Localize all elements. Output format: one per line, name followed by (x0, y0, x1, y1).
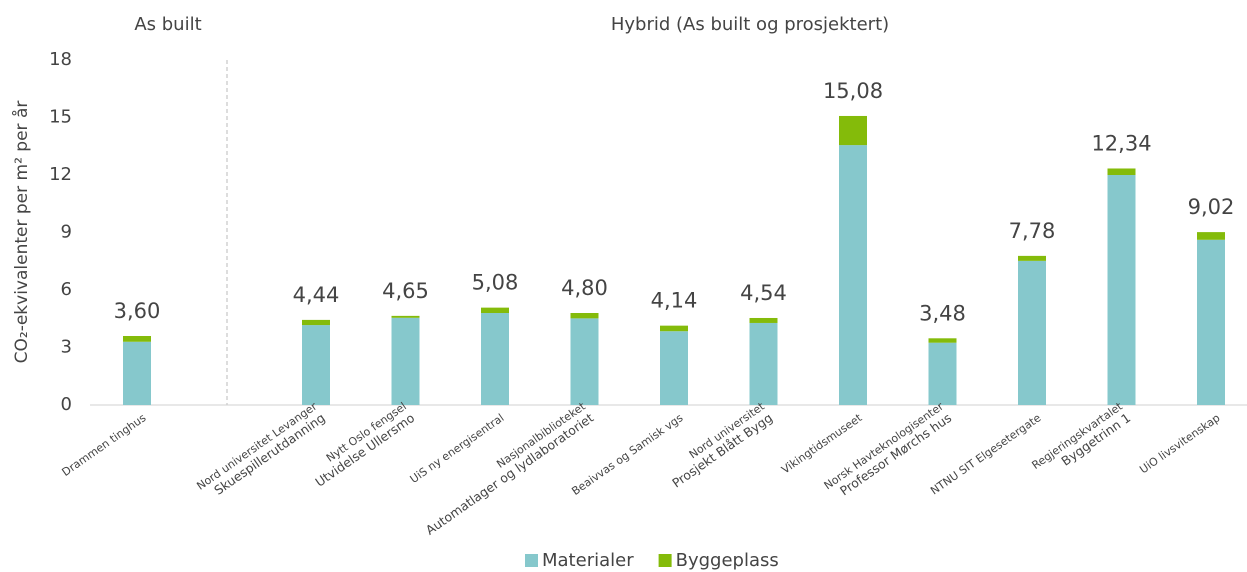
bar-segment (391, 317, 420, 405)
x-tick-line: Automatlager og lydlaboratoriet (423, 410, 597, 538)
bar-segment (123, 336, 151, 342)
legend-swatch (525, 554, 538, 567)
bar-segment (928, 338, 957, 343)
bar-segment (928, 342, 957, 405)
y-tick-label: 9 (61, 222, 72, 243)
group-label: As built (134, 14, 201, 35)
x-tick-label: UiO livsvitenskap (1137, 411, 1222, 476)
data-label: 4,14 (651, 289, 698, 313)
data-label: 4,44 (293, 283, 340, 307)
data-label: 7,78 (1009, 219, 1056, 243)
bar-segment (123, 341, 151, 405)
legend-swatch (658, 554, 672, 567)
y-tick-label: 0 (61, 394, 72, 415)
x-tick-line: UiS ny energisentral (408, 411, 507, 486)
data-label: 4,54 (740, 281, 787, 305)
bar-segment (302, 319, 330, 326)
x-tick-label: Nord universitet LevangerSkuespillerutda… (194, 400, 327, 498)
y-tick-label: 18 (49, 49, 72, 70)
bar-segment (749, 317, 778, 323)
bar-segment (660, 325, 688, 332)
data-label: 5,08 (472, 271, 519, 295)
legend-label: Byggeplass (676, 550, 779, 571)
group-label: Hybrid (As built og prosjektert) (611, 14, 889, 35)
bar-segment (481, 313, 509, 405)
y-axis-title: CO₂-ekvivalenter per m² per år (11, 101, 32, 364)
bar-segment (1107, 175, 1136, 405)
bar-segment (1018, 260, 1046, 405)
x-tick-line: Norsk Havteknologisenter (822, 400, 947, 493)
x-tick-line: Utvidelse Ullersmo (312, 410, 417, 490)
y-tick-label: 6 (61, 279, 72, 300)
bar-segment (839, 145, 867, 405)
data-label: 9,02 (1188, 195, 1235, 219)
legend-label: Materialer (542, 550, 634, 571)
y-tick-label: 15 (49, 107, 72, 128)
x-tick-line: Drammen tinghus (60, 411, 149, 479)
data-label: 4,65 (382, 279, 429, 303)
bar-segment (1107, 168, 1136, 175)
bar-segment (391, 315, 420, 318)
bar-segment (481, 307, 509, 313)
bar-segment (839, 115, 867, 146)
x-tick-label: Drammen tinghus (60, 411, 149, 479)
data-label: 12,34 (1091, 131, 1151, 155)
bar-segment (660, 331, 688, 405)
bar-segment (570, 318, 599, 405)
data-label: 4,80 (561, 276, 608, 300)
bar-segment (570, 313, 599, 319)
y-tick-label: 3 (61, 337, 72, 358)
x-tick-line: Nord universitet Levanger (194, 400, 319, 493)
bar-segment (749, 322, 778, 405)
data-label: 3,60 (114, 299, 161, 323)
bar-segment (302, 325, 330, 405)
x-tick-line: Skuespillerutdanning (211, 410, 327, 498)
data-label: 15,08 (823, 79, 883, 103)
x-tick-line: UiO livsvitenskap (1137, 411, 1222, 476)
y-tick-label: 12 (49, 164, 72, 185)
data-label: 3,48 (919, 301, 966, 325)
bar-segment (1197, 239, 1225, 405)
bar-segment (1197, 232, 1225, 240)
x-tick-label: UiS ny energisentral (408, 411, 507, 486)
bar-segment (1018, 255, 1046, 261)
